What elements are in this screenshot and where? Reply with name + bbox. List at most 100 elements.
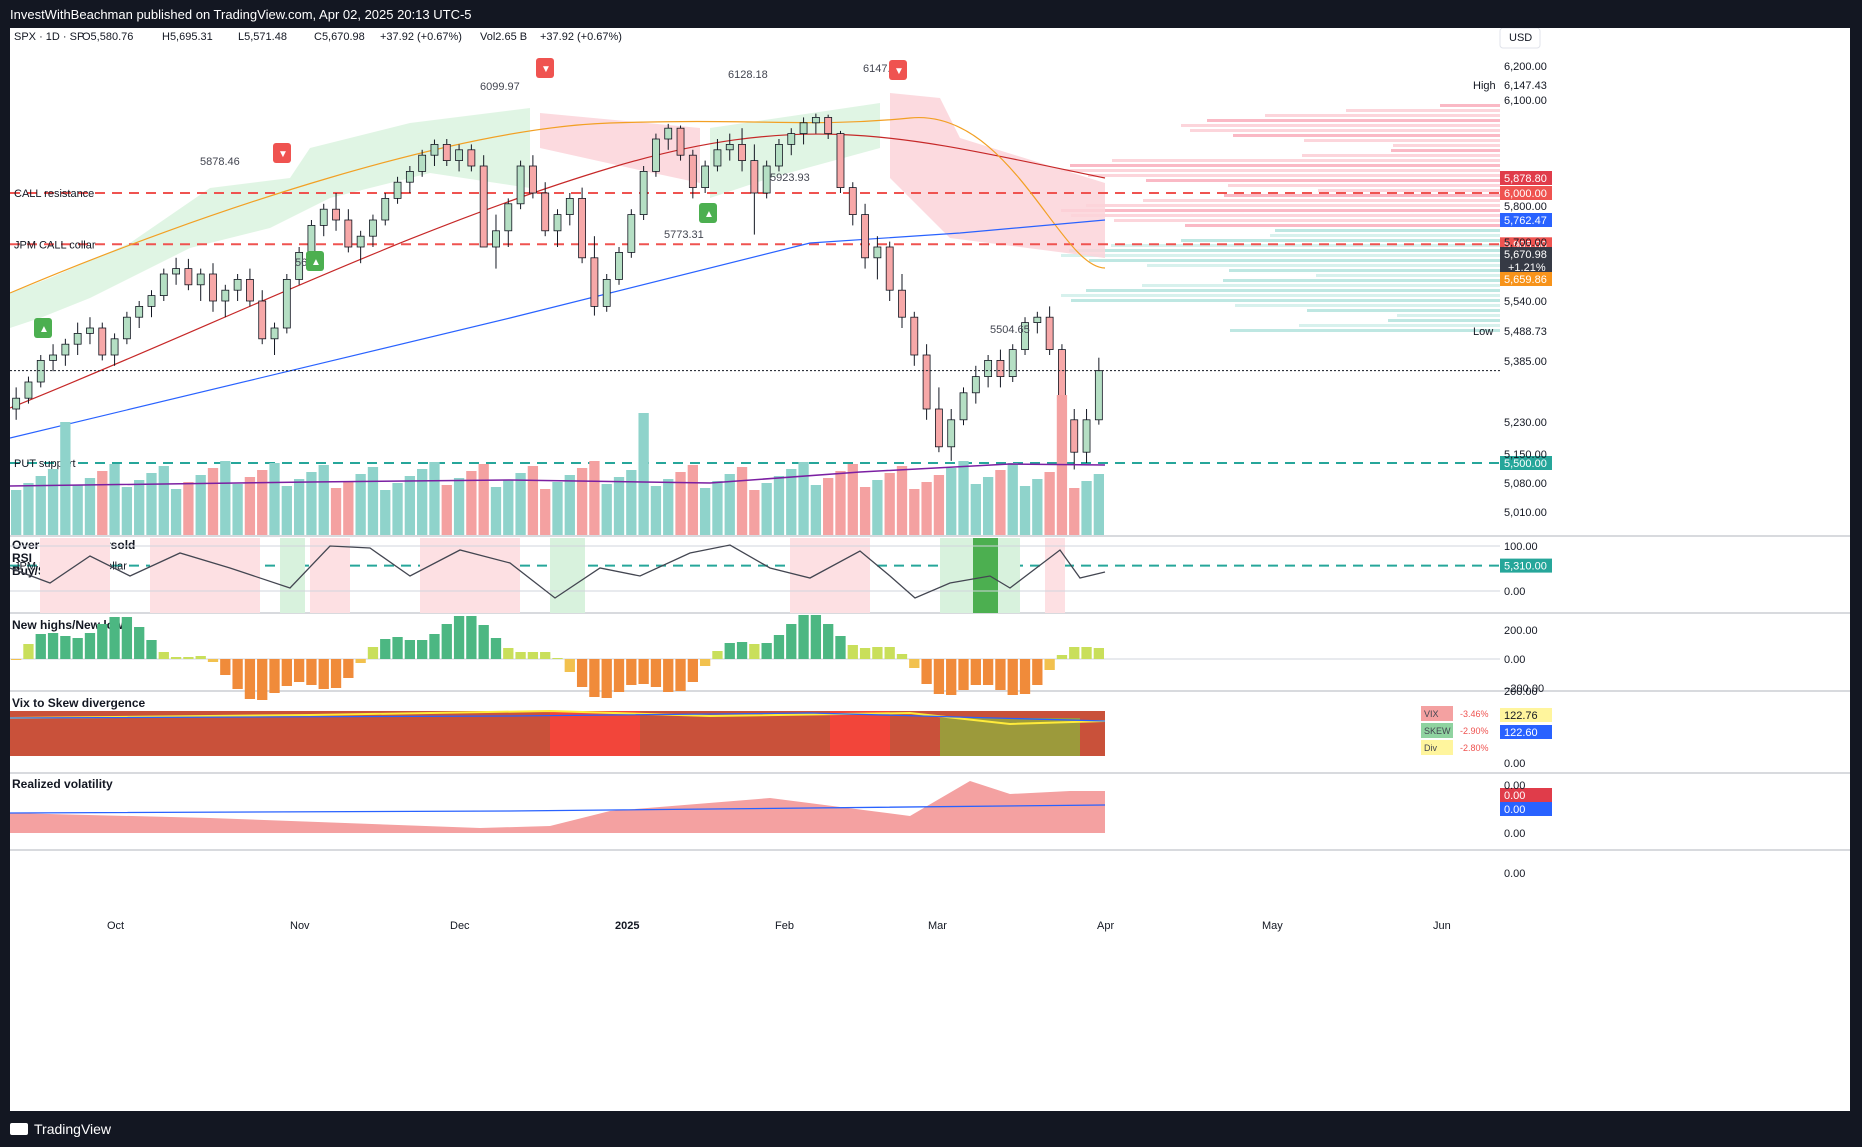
volume-profile-bar — [1207, 119, 1500, 122]
header-volume: Vol2.65 B — [480, 31, 527, 43]
candle-body — [110, 338, 119, 356]
volume-bar — [995, 470, 1006, 535]
price-badge — [1500, 213, 1552, 227]
volume-bar — [761, 483, 772, 535]
volume-profile-bar — [1061, 294, 1500, 297]
volume-bar — [1007, 463, 1018, 535]
rsi-tick-label: 0.00 — [1504, 586, 1525, 598]
rv-value-badge — [1500, 788, 1552, 802]
price-badge-value: 6,147.43 — [1504, 80, 1547, 92]
sell-signal-marker — [889, 60, 907, 80]
volume-bar — [786, 469, 797, 535]
vix-area-hot — [830, 711, 890, 756]
candle-body — [688, 154, 697, 188]
volume-bar — [170, 489, 182, 535]
volume-profile-bar — [1393, 144, 1500, 147]
volume-profile-bar — [1071, 299, 1500, 302]
x-month-label: Oct — [107, 920, 124, 932]
volume-profile-bar — [1190, 129, 1500, 132]
volume-bar — [195, 475, 206, 535]
peak-label: 5504.65 — [990, 324, 1030, 336]
candle-body — [922, 354, 931, 410]
header-close: C5,670.98 — [314, 31, 365, 43]
candle-body — [307, 224, 316, 253]
candle-body — [49, 354, 57, 361]
nhnl-bar — [244, 659, 256, 699]
nhnl-bar — [146, 640, 157, 659]
candle-body — [196, 273, 205, 286]
y-tick-label: 5,230.00 — [1504, 417, 1547, 429]
vix-area-hot — [550, 711, 640, 756]
volume-bar — [257, 470, 268, 535]
candle-body — [209, 273, 217, 302]
candle-body — [528, 165, 537, 194]
tradingview-logo[interactable]: TradingView — [10, 1121, 111, 1137]
rv-line — [9, 804, 1106, 814]
volume-bar — [589, 461, 600, 535]
volume-bar — [146, 473, 157, 535]
volume-bar — [626, 470, 637, 535]
trend-cloud-bear — [890, 93, 1105, 258]
sell-arrow-icon: ▼ — [278, 149, 288, 160]
rv-value: 0.00 — [1504, 790, 1525, 802]
volume-bar — [638, 413, 649, 535]
volume-bar — [675, 472, 686, 535]
level-value: 5,310.00 — [1504, 561, 1547, 573]
volume-bar — [613, 477, 625, 535]
candle-body — [430, 144, 439, 156]
candle-body — [565, 197, 574, 215]
y-tick-label: 6,200.00 — [1504, 61, 1547, 73]
volume-profile-bar — [1088, 174, 1500, 177]
vix-legend-change: -2.80% — [1460, 743, 1489, 753]
price-badge — [1500, 247, 1552, 275]
volume-bar — [835, 471, 846, 535]
candle-body — [295, 251, 304, 280]
volume-profile-bar — [1142, 284, 1500, 287]
rsi-tick-label: 100.00 — [1504, 541, 1538, 553]
nhnl-bar — [355, 659, 366, 663]
volume-bar — [84, 478, 96, 535]
header-vol-change: +37.92 (+0.67%) — [540, 31, 622, 43]
buy-signal-marker — [699, 203, 717, 223]
volume-bar — [134, 480, 145, 535]
vix-tick-label: 0.00 — [1504, 758, 1525, 770]
nhnl-bar — [343, 659, 354, 678]
currency-label: USD — [1509, 32, 1532, 44]
volume-ma-line — [9, 463, 1106, 487]
nhnl-bar — [872, 647, 883, 659]
chart-panel[interactable]: SPX · 1D · SP O5,580.76 H5,695.31 L5,571.48… — [9, 27, 1850, 1111]
x-month-label: 2025 — [615, 920, 639, 932]
volume-bar — [60, 422, 71, 535]
publisher-bar: InvestWithBeachman published on TradingV… — [0, 0, 1862, 28]
nhnl-bar — [736, 642, 748, 659]
rv-value: 0.00 — [1504, 804, 1525, 816]
volume-profile-bar — [1229, 269, 1500, 272]
rsi-zone — [150, 538, 260, 613]
volume-bar — [540, 489, 551, 535]
volume-profile-bar — [1318, 189, 1500, 192]
rsi-zone — [420, 538, 520, 613]
volume-bar — [712, 481, 723, 535]
volume-bar — [1032, 479, 1043, 535]
nhnl-bar — [269, 659, 280, 693]
volume-bar — [1044, 472, 1055, 535]
volume-profile-bar — [1346, 109, 1500, 112]
volume-bar — [355, 474, 366, 535]
nhnl-bar — [121, 617, 133, 659]
rsi-panel-sub1: RSI — [12, 551, 32, 565]
rsi-zone — [1045, 538, 1065, 613]
vix-tick-label: 200.00 — [1504, 686, 1538, 698]
volume-bar — [417, 469, 428, 535]
candle-body — [393, 181, 402, 199]
volume-bar — [909, 489, 920, 535]
nhnl-tick-label: −200.00 — [1504, 683, 1544, 695]
volume-bar — [121, 487, 133, 535]
volume-profile-bar — [1304, 139, 1500, 142]
candle-body — [1045, 316, 1054, 351]
candle-body — [1033, 316, 1042, 324]
level-badge — [1500, 558, 1552, 573]
volume-profile-bar — [1089, 259, 1500, 262]
rsi-zone — [280, 538, 305, 613]
candle-body — [221, 289, 230, 302]
